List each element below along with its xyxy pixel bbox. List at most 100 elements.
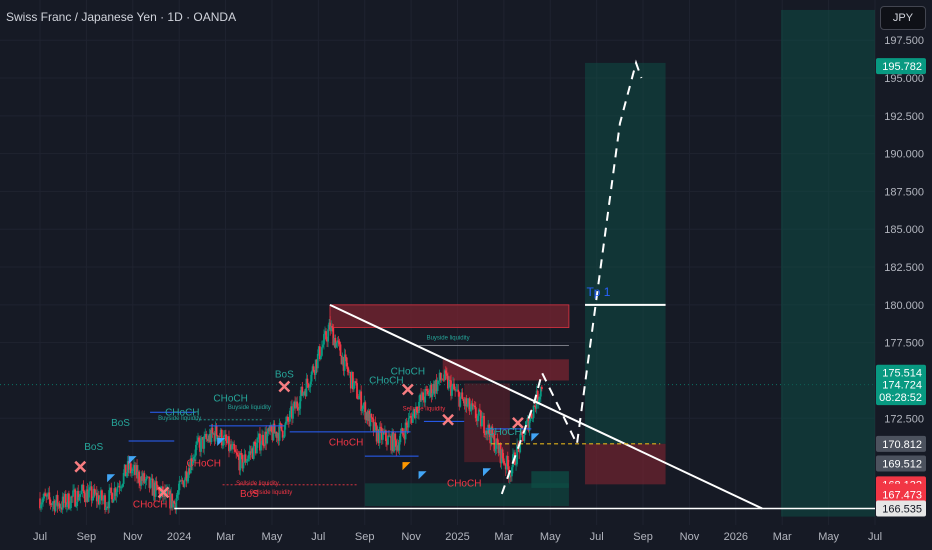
candle-body	[97, 495, 100, 505]
candle-body	[465, 398, 468, 407]
price-tag-box	[876, 389, 926, 406]
candle-body	[442, 379, 445, 381]
candle-body	[515, 464, 517, 466]
candle-body	[63, 493, 66, 503]
candle-body	[183, 479, 186, 487]
candle-body	[184, 471, 187, 480]
chart-annotation: CHoCH	[391, 366, 425, 377]
arrow-marker	[531, 433, 540, 442]
candle-body	[386, 440, 388, 445]
projected-path	[500, 59, 643, 495]
candle-body	[503, 463, 506, 465]
candle-body	[109, 487, 112, 491]
candle-body	[392, 432, 395, 452]
candle-body	[330, 325, 333, 332]
candle-body	[269, 425, 272, 432]
candle-body	[379, 426, 382, 428]
x-tick-label: May	[262, 531, 283, 543]
candle-body	[511, 467, 513, 477]
candle-body	[224, 434, 227, 441]
candle-body	[143, 473, 146, 483]
zones	[329, 9, 875, 517]
candle-body	[298, 408, 301, 411]
candle-body	[65, 504, 68, 507]
candle-body	[105, 506, 107, 511]
candle-body	[322, 344, 324, 348]
candle-body	[223, 434, 226, 436]
candle-body	[391, 432, 394, 451]
descending-trendline	[329, 303, 763, 510]
candle-body	[348, 371, 351, 373]
candle-body	[368, 410, 371, 427]
candle-body	[180, 480, 183, 482]
candle-body	[248, 451, 251, 455]
candle-body	[422, 392, 425, 401]
candle-body	[148, 476, 151, 488]
candle-body	[326, 339, 328, 342]
candle-body	[171, 493, 174, 508]
price-tag-box	[876, 455, 926, 472]
candle-body	[404, 422, 407, 440]
arrow-marker	[128, 456, 137, 465]
chart-annotation: CHoCH	[487, 427, 521, 438]
candle-body	[84, 498, 87, 503]
candle-body	[190, 458, 193, 465]
candle-body	[113, 488, 116, 500]
axes: Jul Sep Nov 2024 Mar May Jul Sep Nov 2025 Mar May Ju…	[33, 35, 926, 543]
price-tag-box	[876, 500, 926, 517]
chart-annotation: Buyside liquidity	[158, 416, 201, 422]
price-tag-label: 195.782	[882, 61, 922, 73]
candle-body	[93, 488, 96, 495]
candle-body	[292, 407, 294, 419]
candle-body	[462, 399, 465, 402]
candle-body	[486, 430, 489, 434]
candle-body	[484, 433, 486, 435]
candle-body	[306, 378, 309, 384]
candle-body	[87, 490, 90, 502]
candle-body	[220, 429, 223, 446]
candle-body	[208, 433, 211, 442]
candle-body	[451, 386, 453, 396]
candle-body	[294, 401, 296, 409]
candle-body	[509, 475, 512, 477]
candle-body	[125, 472, 128, 477]
candle-body	[253, 442, 256, 445]
candle-body	[414, 406, 417, 419]
supply-zone	[442, 359, 569, 381]
candle-body	[531, 417, 534, 419]
cross-marker	[278, 380, 291, 393]
candle-body	[259, 433, 261, 451]
candle-body	[403, 434, 406, 440]
candle-body	[479, 409, 481, 411]
candle-body	[76, 490, 79, 507]
candle-body	[137, 471, 140, 479]
candle-body	[359, 391, 362, 396]
candle-body	[304, 391, 307, 397]
candle-body	[273, 423, 276, 434]
candle-body	[283, 425, 286, 437]
candle-body	[275, 431, 278, 438]
candle-body	[305, 378, 308, 397]
candle-body	[358, 395, 360, 400]
candle-body	[264, 431, 267, 446]
candle-body	[308, 386, 311, 388]
candle-body	[58, 503, 61, 509]
candle-body	[377, 429, 380, 444]
candle-body	[118, 485, 121, 488]
currency-button[interactable]: JPY	[880, 6, 926, 30]
candle-body	[353, 382, 355, 390]
price-tag-label: 170.812	[882, 439, 922, 451]
candle-body	[492, 434, 495, 437]
chart-annotation: CHoCH	[369, 376, 403, 387]
candle-body	[434, 380, 437, 394]
candle-body	[102, 499, 104, 501]
candle-body	[210, 427, 213, 443]
candle-body	[274, 431, 277, 434]
x-tick-label: Mar	[216, 531, 235, 543]
candle-body	[365, 412, 368, 420]
candle-body	[445, 373, 448, 376]
chart-annotation: CHoCH	[329, 438, 363, 449]
candle-body	[374, 422, 377, 427]
candle-body	[426, 389, 429, 391]
